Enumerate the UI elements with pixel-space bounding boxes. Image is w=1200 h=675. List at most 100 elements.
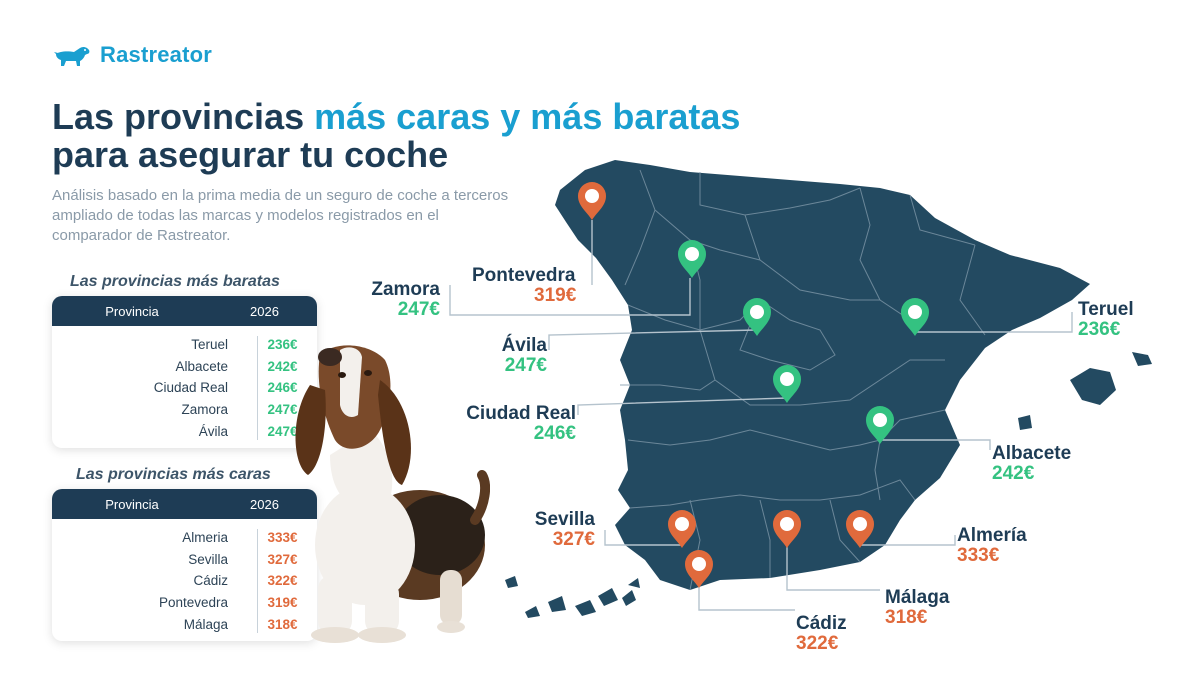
- province-cell: Zamora: [181, 402, 228, 418]
- label-name: Zamora: [371, 279, 440, 300]
- cheapest-table-title: Las provincias más baratas: [70, 273, 280, 290]
- title-accent: más caras y más baratas: [314, 96, 741, 137]
- table-row: Pontevedra 319€: [52, 592, 317, 614]
- province-cell: Ciudad Real: [153, 380, 228, 396]
- province-cell: Cádiz: [193, 573, 228, 589]
- pin-ciudad-real[interactable]: [773, 365, 801, 403]
- label-price: 247€: [397, 299, 440, 320]
- table-row: Teruel 236€: [52, 334, 317, 356]
- cheapest-table: Provincia 2026 Teruel 236€ Albacete 242€ C…: [52, 296, 317, 448]
- price-cell: 247€: [267, 423, 298, 439]
- price-cell: 319€: [267, 595, 298, 611]
- province-cell: Almeria: [182, 530, 228, 546]
- label-albacete: Albacete 242€: [992, 444, 1102, 484]
- table-header: Provincia 2026: [52, 296, 317, 326]
- province-cell: Sevilla: [188, 551, 228, 567]
- ibiza-shape: [1018, 415, 1032, 430]
- table-header: Provincia 2026: [52, 489, 317, 519]
- table-row: Albacete 242€: [52, 356, 317, 378]
- table-row: Cádiz 322€: [52, 570, 317, 592]
- subtitle: Análisis basado en la prima media de un …: [52, 187, 509, 244]
- label-name: Pontevedra: [472, 265, 576, 286]
- table-row: Almeria 333€: [52, 527, 317, 549]
- label-name: Albacete: [992, 443, 1072, 464]
- price-cell: 242€: [267, 358, 298, 374]
- price-cell: 246€: [267, 380, 298, 396]
- pin-almeria[interactable]: [846, 510, 874, 548]
- table-body: Teruel 236€ Albacete 242€ Ciudad Real 246€ …: [52, 326, 317, 448]
- label-avila: Ávila 247€: [450, 336, 547, 376]
- province-cell: Albacete: [175, 358, 228, 374]
- price-cell: 236€: [267, 337, 298, 353]
- table-row: Ávila 247€: [52, 420, 317, 442]
- price-cell: 322€: [267, 573, 298, 589]
- column-divider: [257, 529, 258, 633]
- page-title: Las provincias más caras y más baratas p…: [52, 98, 772, 174]
- price-cell: 247€: [267, 402, 298, 418]
- price-cell: 318€: [267, 616, 298, 632]
- pin-pontevedra[interactable]: [578, 182, 606, 220]
- label-price: 236€: [1078, 319, 1121, 340]
- header-year: 2026: [250, 303, 279, 319]
- basset-hound-illustration: [295, 345, 490, 643]
- label-price: 246€: [533, 423, 576, 444]
- label-name: Teruel: [1078, 299, 1134, 320]
- brand-logo: Rastreator: [52, 42, 212, 68]
- label-cadiz: Cádiz 322€: [796, 614, 876, 654]
- pin-malaga[interactable]: [773, 510, 801, 548]
- header-province: Provincia: [105, 303, 159, 319]
- pin-teruel[interactable]: [901, 298, 929, 336]
- price-cell: 333€: [267, 530, 298, 546]
- label-pontevedra: Pontevedra 319€: [472, 266, 612, 306]
- label-price: 333€: [957, 545, 1000, 566]
- leader-lines: [449, 220, 1073, 611]
- label-teruel: Teruel 236€: [1078, 300, 1158, 340]
- pin-avila[interactable]: [743, 298, 771, 336]
- menorca-shape: [1132, 352, 1152, 366]
- mallorca-shape: [1070, 368, 1116, 405]
- label-price: 322€: [796, 633, 839, 654]
- expensive-table: Provincia 2026 Almeria 333€ Sevilla 327€ C…: [52, 489, 317, 641]
- label-price: 247€: [504, 355, 547, 376]
- table-row: Zamora 247€: [52, 399, 317, 421]
- label-name: Ciudad Real: [466, 403, 576, 424]
- price-cell: 327€: [267, 551, 298, 567]
- label-name: Sevilla: [534, 509, 595, 530]
- column-divider: [257, 336, 258, 440]
- header-year: 2026: [250, 496, 279, 512]
- table-row: Málaga 318€: [52, 613, 317, 635]
- label-zamora: Zamora 247€: [340, 280, 440, 320]
- label-ciudad-real: Ciudad Real 246€: [430, 404, 576, 444]
- region-borders: [620, 169, 986, 591]
- pin-albacete[interactable]: [866, 406, 894, 444]
- label-name: Málaga: [885, 587, 950, 608]
- pin-sevilla[interactable]: [668, 510, 696, 548]
- label-name: Ávila: [501, 335, 547, 356]
- label-name: Almería: [957, 525, 1027, 546]
- label-price: 327€: [552, 529, 595, 550]
- province-cell: Ávila: [198, 423, 228, 439]
- title-plain: Las provincias: [52, 96, 315, 137]
- header-province: Provincia: [105, 496, 159, 512]
- label-price: 318€: [885, 607, 928, 628]
- table-body: Almeria 333€ Sevilla 327€ Cádiz 322€ Pontev…: [52, 519, 317, 641]
- pin-cadiz[interactable]: [685, 550, 713, 588]
- pin-zamora[interactable]: [678, 240, 706, 278]
- province-cell: Teruel: [191, 337, 228, 353]
- label-price: 319€: [534, 285, 577, 306]
- label-sevilla: Sevilla 327€: [505, 510, 595, 550]
- table-row: Sevilla 327€: [52, 549, 317, 571]
- table-row: Ciudad Real 246€: [52, 377, 317, 399]
- dog-logo-icon: [54, 46, 90, 66]
- label-almeria: Almería 333€: [957, 526, 1057, 566]
- title-line2: para asegurar tu coche: [52, 134, 449, 175]
- label-name: Cádiz: [796, 613, 847, 634]
- label-malaga: Málaga 318€: [885, 588, 975, 628]
- province-cell: Málaga: [183, 616, 228, 632]
- canary-islands: [505, 576, 640, 618]
- brand-name: Rastreator: [100, 42, 213, 67]
- label-price: 242€: [992, 463, 1035, 484]
- expensive-table-title: Las provincias más caras: [76, 466, 271, 483]
- province-cell: Pontevedra: [158, 595, 228, 611]
